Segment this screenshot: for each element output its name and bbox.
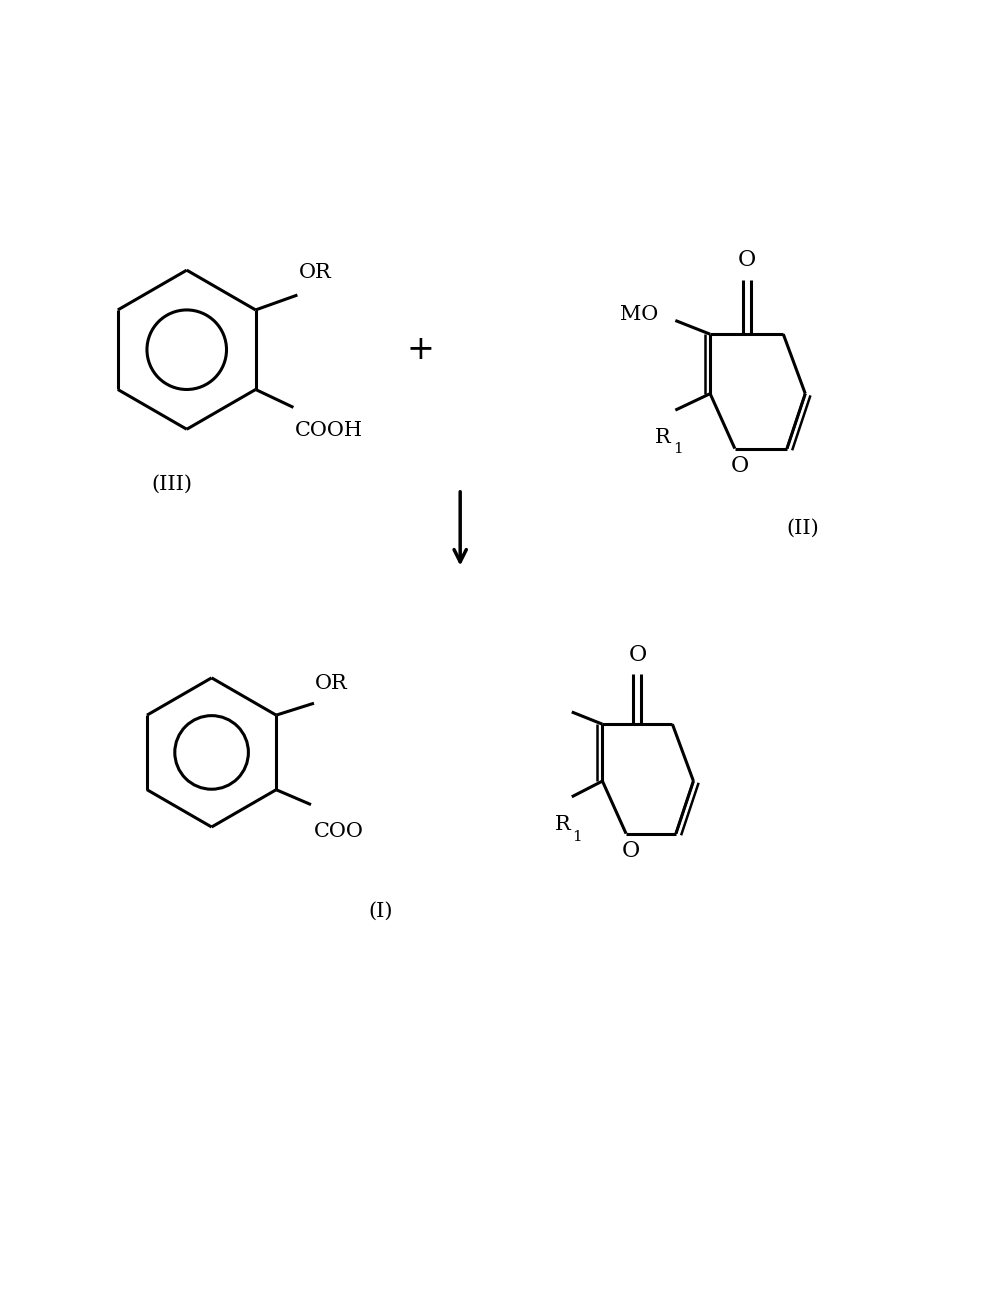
Text: (II): (II) — [787, 519, 819, 538]
Text: O: O — [738, 249, 756, 271]
Text: 1: 1 — [673, 442, 683, 456]
Text: R: R — [554, 816, 570, 834]
Text: OR: OR — [299, 263, 331, 281]
Text: (I): (I) — [369, 902, 392, 921]
Text: COO: COO — [314, 822, 364, 840]
Text: (III): (III) — [151, 474, 192, 494]
Text: +: + — [406, 334, 435, 366]
Text: O: O — [628, 644, 647, 666]
Text: OR: OR — [315, 674, 348, 693]
Text: O: O — [622, 840, 640, 863]
Text: O: O — [731, 456, 749, 477]
Text: 1: 1 — [573, 830, 583, 844]
Text: MO: MO — [619, 305, 658, 323]
Text: COOH: COOH — [295, 421, 363, 440]
Text: R: R — [655, 429, 670, 447]
